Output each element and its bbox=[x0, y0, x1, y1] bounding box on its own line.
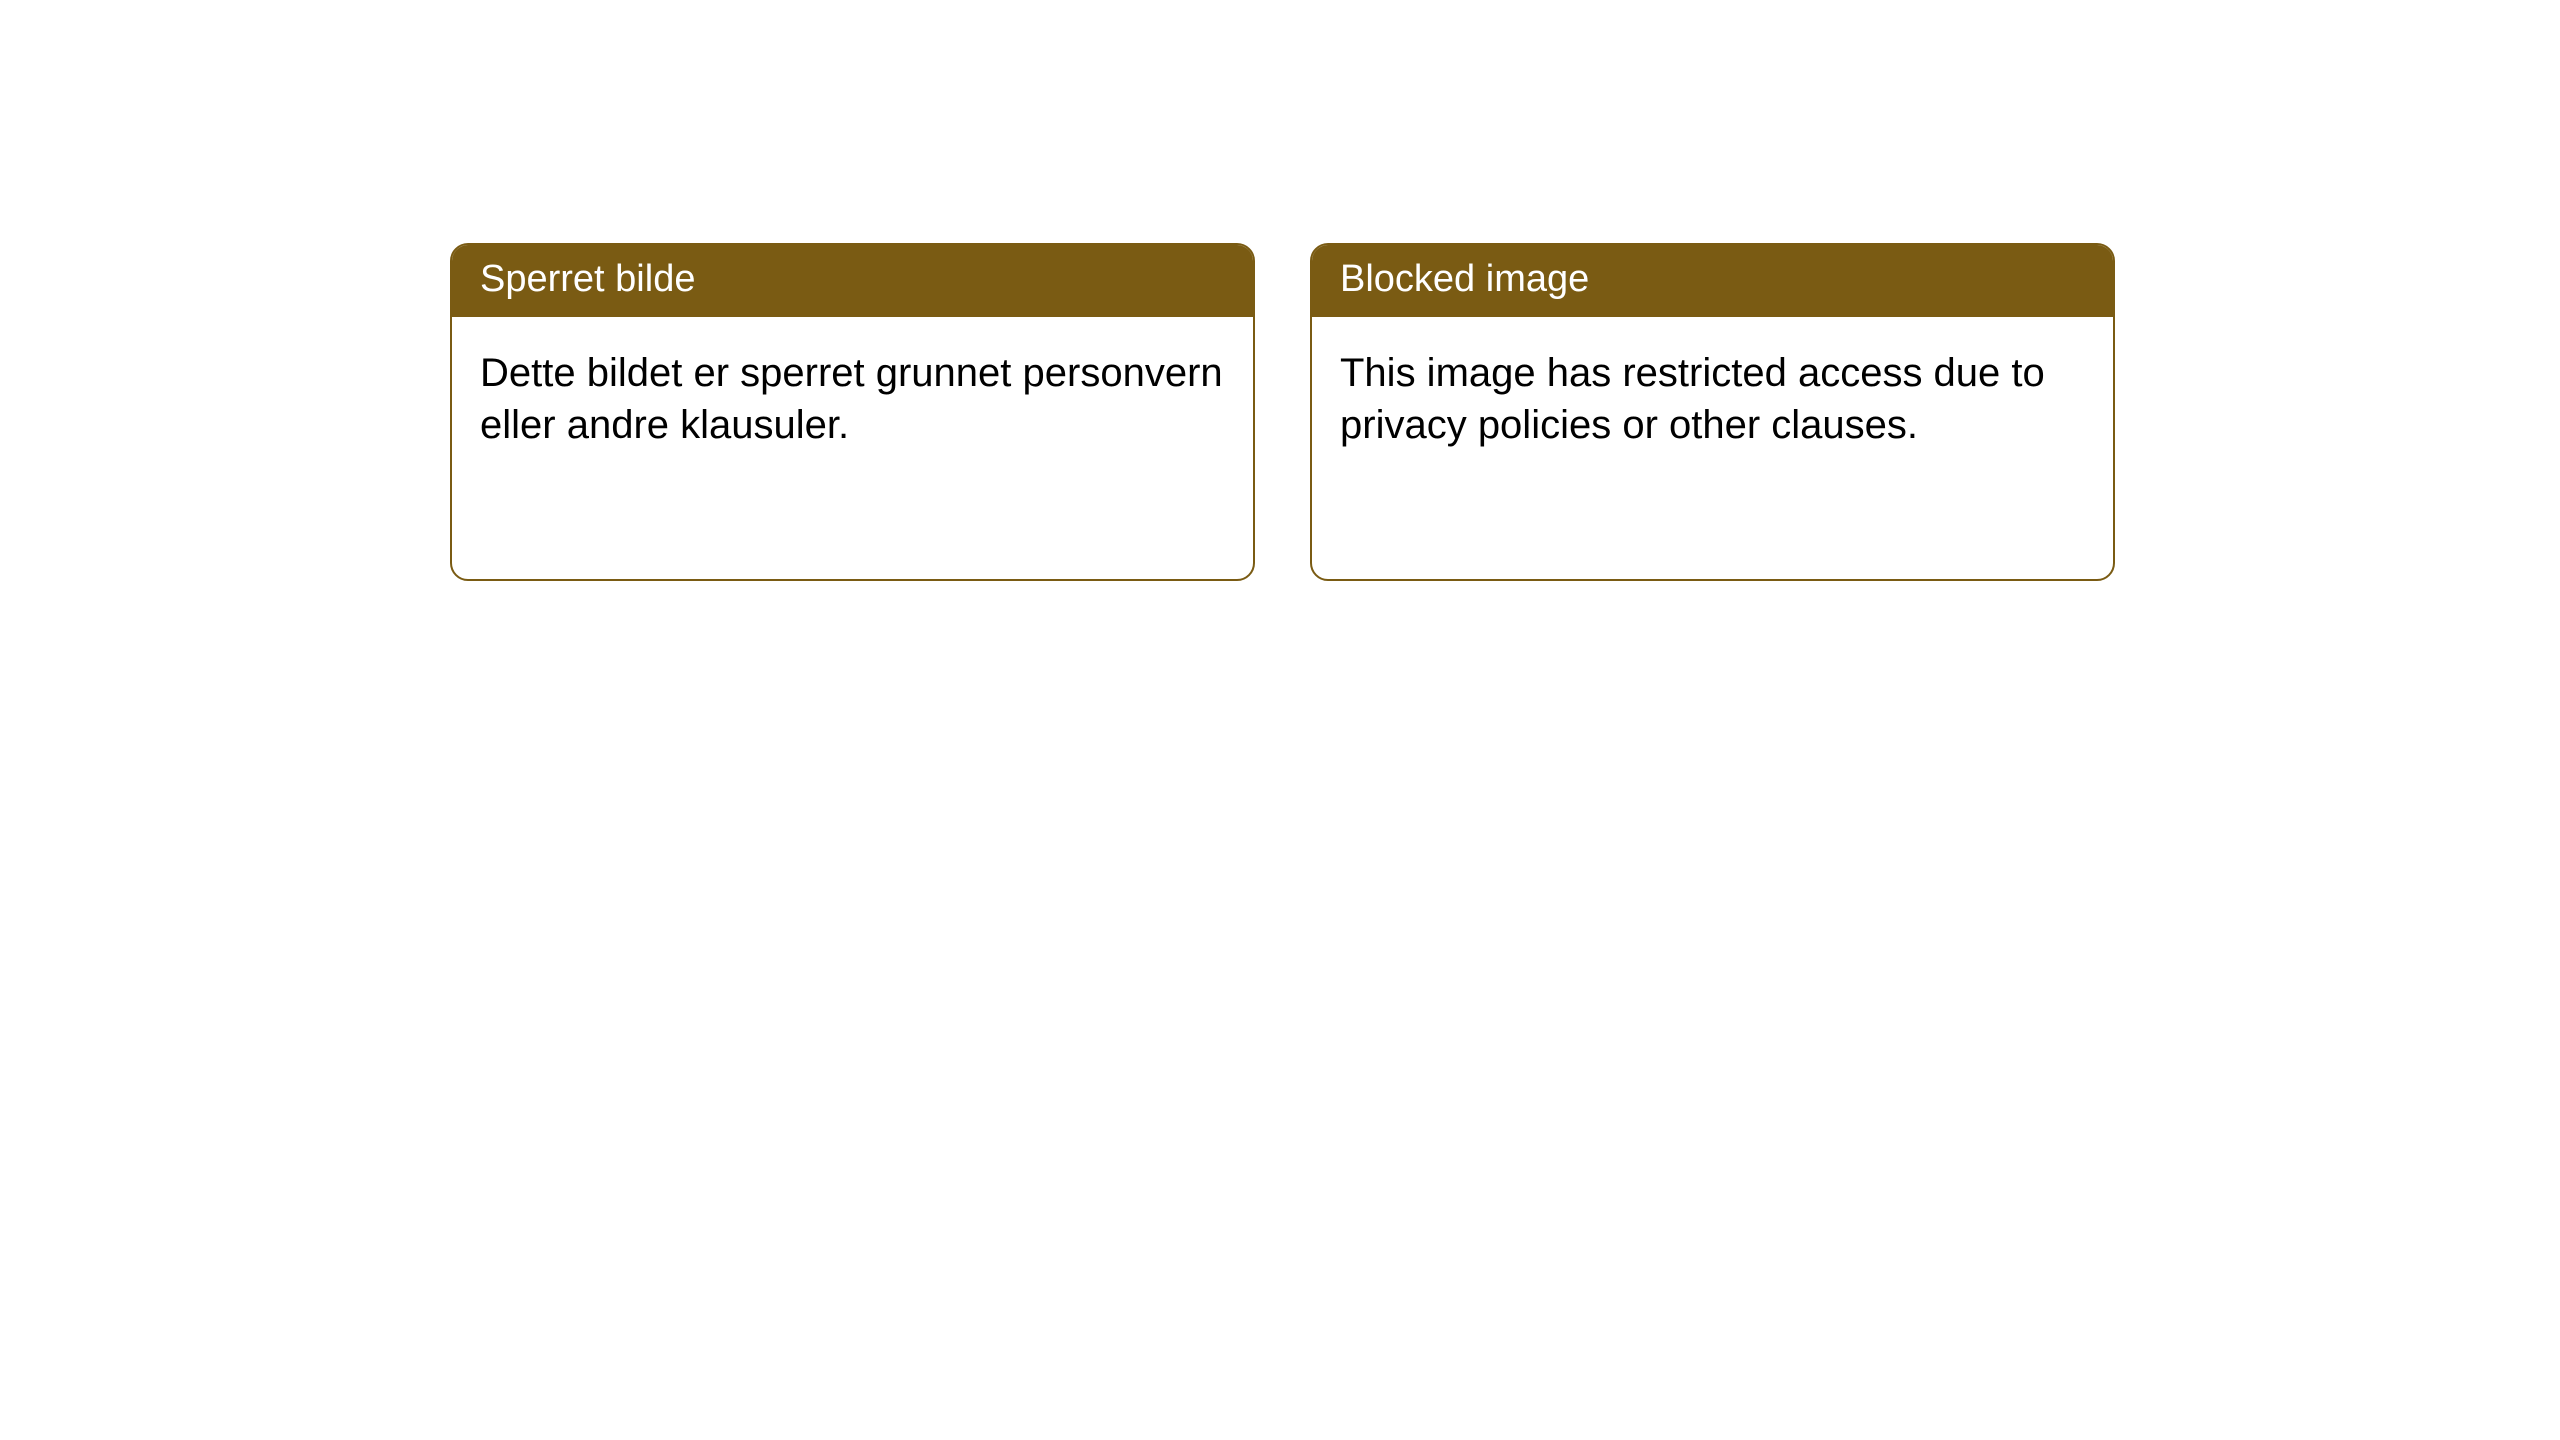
notice-cards-container: Sperret bilde Dette bildet er sperret gr… bbox=[450, 243, 2115, 581]
card-header-norwegian: Sperret bilde bbox=[452, 245, 1253, 317]
card-text-norwegian: Dette bildet er sperret grunnet personve… bbox=[480, 351, 1223, 447]
card-title-english: Blocked image bbox=[1340, 258, 1589, 300]
card-header-english: Blocked image bbox=[1312, 245, 2113, 317]
card-text-english: This image has restricted access due to … bbox=[1340, 351, 2045, 447]
card-title-norwegian: Sperret bilde bbox=[480, 258, 695, 300]
card-body-norwegian: Dette bildet er sperret grunnet personve… bbox=[452, 317, 1253, 481]
notice-card-norwegian: Sperret bilde Dette bildet er sperret gr… bbox=[450, 243, 1255, 581]
notice-card-english: Blocked image This image has restricted … bbox=[1310, 243, 2115, 581]
card-body-english: This image has restricted access due to … bbox=[1312, 317, 2113, 481]
